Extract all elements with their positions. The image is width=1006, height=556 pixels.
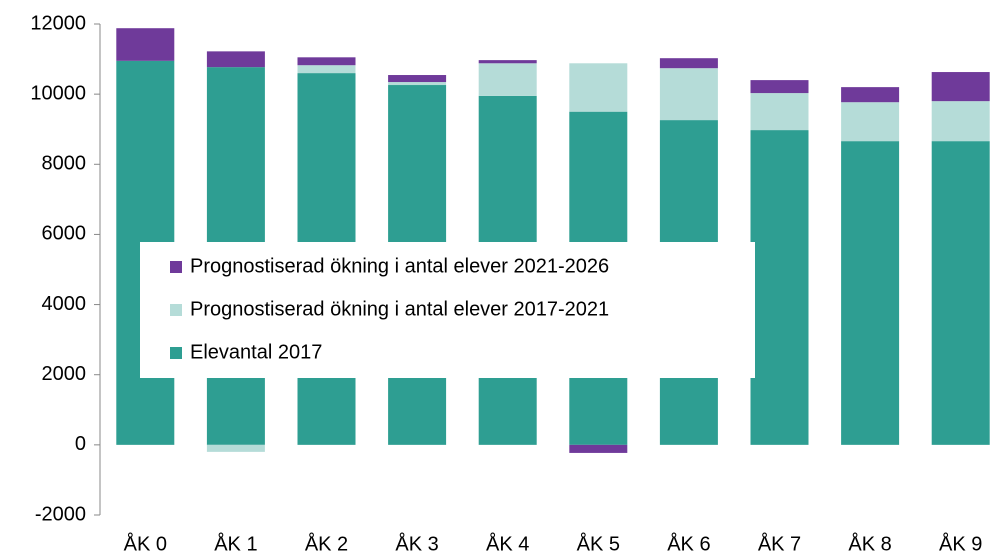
- bar-segment: [841, 102, 900, 142]
- bar-segment: [388, 75, 447, 83]
- x-tick-label: ÅK 7: [758, 532, 801, 555]
- legend-label: Prognostiserad ökning i antal elever 201…: [190, 298, 609, 320]
- bar-segment: [116, 28, 175, 61]
- bar-segment: [206, 444, 265, 452]
- legend-swatch: [170, 304, 182, 316]
- bar-segment: [297, 65, 356, 74]
- y-tick-label: 10000: [30, 82, 86, 104]
- x-tick-label: ÅK 2: [305, 532, 348, 555]
- bar-segment: [206, 51, 265, 68]
- y-tick-label: 8000: [42, 153, 87, 175]
- x-tick-label: ÅK 8: [848, 532, 891, 555]
- bar-segment: [569, 63, 628, 112]
- y-tick-label: 4000: [42, 293, 87, 315]
- bar-segment: [750, 93, 809, 131]
- legend-swatch: [170, 261, 182, 273]
- bar-segment: [841, 141, 900, 445]
- x-tick-label: ÅK 0: [124, 532, 167, 555]
- legend-box: [140, 242, 755, 378]
- x-tick-label: ÅK 6: [667, 532, 710, 555]
- y-tick-label: 2000: [42, 363, 87, 385]
- x-tick-label: ÅK 9: [939, 532, 982, 555]
- bar-segment: [478, 63, 537, 96]
- legend-label: Prognostiserad ökning i antal elever 202…: [190, 255, 609, 277]
- bar-segment: [750, 130, 809, 445]
- x-tick-label: ÅK 4: [486, 532, 529, 555]
- bar-segment: [297, 57, 356, 66]
- bar-segment: [659, 68, 718, 121]
- bar-segment: [931, 72, 990, 102]
- bar-segment: [388, 82, 447, 86]
- legend-label: Elevantal 2017: [190, 341, 322, 363]
- y-tick-label: 0: [75, 433, 86, 455]
- x-tick-label: ÅK 5: [577, 532, 620, 555]
- bar-segment: [931, 141, 990, 445]
- bar-segment: [659, 58, 718, 69]
- x-tick-label: ÅK 1: [214, 532, 257, 555]
- x-tick-label: ÅK 3: [395, 532, 438, 555]
- bar-segment: [931, 101, 990, 142]
- bar-segment: [841, 87, 900, 103]
- bar-segment: [750, 80, 809, 94]
- y-tick-label: 12000: [30, 12, 86, 34]
- bar-segment: [478, 60, 537, 64]
- y-tick-label: -2000: [35, 503, 86, 525]
- y-tick-label: 6000: [42, 223, 87, 245]
- legend-swatch: [170, 347, 182, 359]
- bar-segment: [569, 444, 628, 453]
